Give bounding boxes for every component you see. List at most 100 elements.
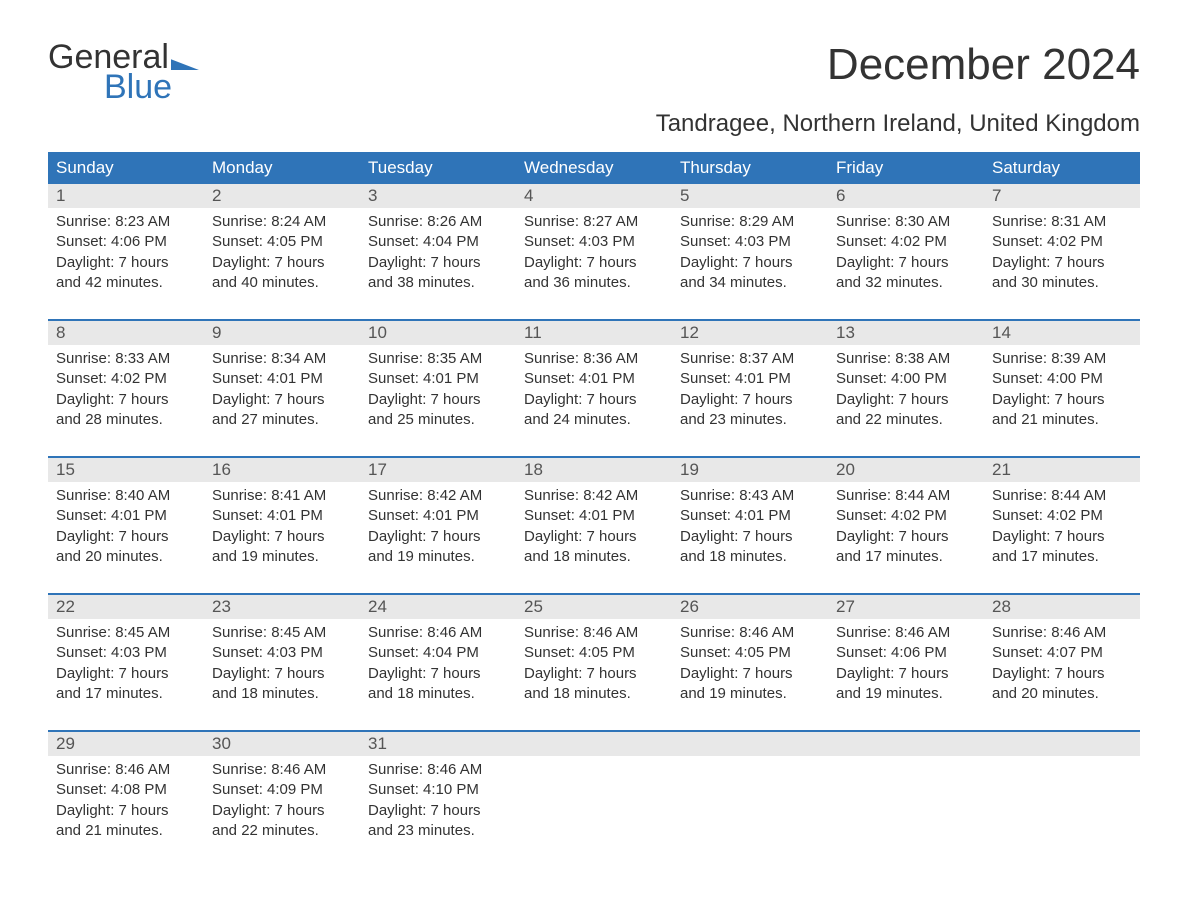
sunset-line: Sunset: 4:02 PM: [836, 506, 976, 526]
daylight-line-2: and 24 minutes.: [524, 410, 664, 430]
sunrise-line: Sunrise: 8:37 AM: [680, 349, 820, 369]
daylight-line-1: Daylight: 7 hours: [368, 801, 508, 821]
sunrise-line: Sunrise: 8:40 AM: [56, 486, 196, 506]
sunset-line: Sunset: 4:03 PM: [212, 643, 352, 663]
sunrise-line: Sunrise: 8:45 AM: [56, 623, 196, 643]
sunrise-line: Sunrise: 8:35 AM: [368, 349, 508, 369]
day-number: 2: [204, 184, 360, 208]
daylight-line-2: and 19 minutes.: [212, 547, 352, 567]
day-number: 28: [984, 595, 1140, 619]
day-cell: Sunrise: 8:26 AMSunset: 4:04 PMDaylight:…: [360, 208, 516, 301]
day-number: [828, 732, 984, 756]
day-cell: Sunrise: 8:29 AMSunset: 4:03 PMDaylight:…: [672, 208, 828, 301]
day-cell: Sunrise: 8:35 AMSunset: 4:01 PMDaylight:…: [360, 345, 516, 438]
day-cell: [516, 756, 672, 849]
calendar-week: 293031Sunrise: 8:46 AMSunset: 4:08 PMDay…: [48, 730, 1140, 849]
daylight-line-1: Daylight: 7 hours: [836, 253, 976, 273]
weekday-header: Friday: [828, 152, 984, 184]
day-cell: Sunrise: 8:38 AMSunset: 4:00 PMDaylight:…: [828, 345, 984, 438]
day-cell: Sunrise: 8:44 AMSunset: 4:02 PMDaylight:…: [828, 482, 984, 575]
calendar-week: 1234567Sunrise: 8:23 AMSunset: 4:06 PMDa…: [48, 184, 1140, 301]
daylight-line-1: Daylight: 7 hours: [524, 253, 664, 273]
daynum-row: 891011121314: [48, 321, 1140, 345]
daylight-line-2: and 18 minutes.: [212, 684, 352, 704]
daylight-line-1: Daylight: 7 hours: [56, 527, 196, 547]
sunrise-line: Sunrise: 8:46 AM: [992, 623, 1132, 643]
daylight-line-2: and 18 minutes.: [680, 547, 820, 567]
daylight-line-1: Daylight: 7 hours: [368, 390, 508, 410]
daylight-line-2: and 30 minutes.: [992, 273, 1132, 293]
sunrise-line: Sunrise: 8:46 AM: [680, 623, 820, 643]
day-number: 23: [204, 595, 360, 619]
sunrise-line: Sunrise: 8:39 AM: [992, 349, 1132, 369]
sunset-line: Sunset: 4:05 PM: [212, 232, 352, 252]
sunrise-line: Sunrise: 8:27 AM: [524, 212, 664, 232]
daylight-line-1: Daylight: 7 hours: [992, 390, 1132, 410]
day-cell: Sunrise: 8:30 AMSunset: 4:02 PMDaylight:…: [828, 208, 984, 301]
daylight-line-2: and 19 minutes.: [836, 684, 976, 704]
day-cell: Sunrise: 8:37 AMSunset: 4:01 PMDaylight:…: [672, 345, 828, 438]
daylight-line-1: Daylight: 7 hours: [992, 253, 1132, 273]
sunrise-line: Sunrise: 8:46 AM: [56, 760, 196, 780]
day-number: 27: [828, 595, 984, 619]
weekday-header-row: Sunday Monday Tuesday Wednesday Thursday…: [48, 152, 1140, 184]
sunset-line: Sunset: 4:00 PM: [992, 369, 1132, 389]
day-cell: [828, 756, 984, 849]
daylight-line-1: Daylight: 7 hours: [56, 253, 196, 273]
daylight-line-1: Daylight: 7 hours: [680, 390, 820, 410]
weekday-header: Tuesday: [360, 152, 516, 184]
daynum-row: 293031: [48, 732, 1140, 756]
daylight-line-2: and 17 minutes.: [836, 547, 976, 567]
sunset-line: Sunset: 4:06 PM: [836, 643, 976, 663]
daylight-line-1: Daylight: 7 hours: [836, 664, 976, 684]
daylight-line-1: Daylight: 7 hours: [368, 664, 508, 684]
daylight-line-1: Daylight: 7 hours: [56, 390, 196, 410]
weekday-header: Sunday: [48, 152, 204, 184]
daylight-line-2: and 17 minutes.: [56, 684, 196, 704]
sunrise-line: Sunrise: 8:34 AM: [212, 349, 352, 369]
sunrise-line: Sunrise: 8:44 AM: [992, 486, 1132, 506]
day-number: 1: [48, 184, 204, 208]
weeks-container: 1234567Sunrise: 8:23 AMSunset: 4:06 PMDa…: [48, 184, 1140, 849]
sunset-line: Sunset: 4:03 PM: [524, 232, 664, 252]
sunset-line: Sunset: 4:02 PM: [992, 232, 1132, 252]
sunrise-line: Sunrise: 8:31 AM: [992, 212, 1132, 232]
sunset-line: Sunset: 4:02 PM: [992, 506, 1132, 526]
sunset-line: Sunset: 4:01 PM: [680, 369, 820, 389]
sunset-line: Sunset: 4:00 PM: [836, 369, 976, 389]
day-cell: Sunrise: 8:46 AMSunset: 4:08 PMDaylight:…: [48, 756, 204, 849]
daylight-line-2: and 22 minutes.: [212, 821, 352, 841]
day-cell: Sunrise: 8:33 AMSunset: 4:02 PMDaylight:…: [48, 345, 204, 438]
daylight-line-1: Daylight: 7 hours: [56, 664, 196, 684]
calendar-week: 891011121314Sunrise: 8:33 AMSunset: 4:02…: [48, 319, 1140, 438]
daynum-row: 22232425262728: [48, 595, 1140, 619]
daylight-line-2: and 34 minutes.: [680, 273, 820, 293]
daylight-line-2: and 21 minutes.: [992, 410, 1132, 430]
day-cell: Sunrise: 8:36 AMSunset: 4:01 PMDaylight:…: [516, 345, 672, 438]
daycontent-row: Sunrise: 8:46 AMSunset: 4:08 PMDaylight:…: [48, 756, 1140, 849]
day-cell: Sunrise: 8:46 AMSunset: 4:10 PMDaylight:…: [360, 756, 516, 849]
day-cell: Sunrise: 8:46 AMSunset: 4:05 PMDaylight:…: [672, 619, 828, 712]
daylight-line-1: Daylight: 7 hours: [368, 253, 508, 273]
daylight-line-1: Daylight: 7 hours: [836, 527, 976, 547]
sunset-line: Sunset: 4:02 PM: [56, 369, 196, 389]
day-cell: Sunrise: 8:46 AMSunset: 4:09 PMDaylight:…: [204, 756, 360, 849]
day-number: 13: [828, 321, 984, 345]
daylight-line-2: and 27 minutes.: [212, 410, 352, 430]
daylight-line-2: and 28 minutes.: [56, 410, 196, 430]
day-number: 18: [516, 458, 672, 482]
day-number: 8: [48, 321, 204, 345]
day-cell: Sunrise: 8:42 AMSunset: 4:01 PMDaylight:…: [360, 482, 516, 575]
sunset-line: Sunset: 4:10 PM: [368, 780, 508, 800]
daycontent-row: Sunrise: 8:33 AMSunset: 4:02 PMDaylight:…: [48, 345, 1140, 438]
sunrise-line: Sunrise: 8:46 AM: [212, 760, 352, 780]
day-number: 6: [828, 184, 984, 208]
daylight-line-2: and 40 minutes.: [212, 273, 352, 293]
day-number: 31: [360, 732, 516, 756]
sunrise-line: Sunrise: 8:46 AM: [524, 623, 664, 643]
daylight-line-1: Daylight: 7 hours: [680, 527, 820, 547]
sunrise-line: Sunrise: 8:46 AM: [368, 760, 508, 780]
sunrise-line: Sunrise: 8:42 AM: [368, 486, 508, 506]
daylight-line-1: Daylight: 7 hours: [212, 253, 352, 273]
daycontent-row: Sunrise: 8:40 AMSunset: 4:01 PMDaylight:…: [48, 482, 1140, 575]
